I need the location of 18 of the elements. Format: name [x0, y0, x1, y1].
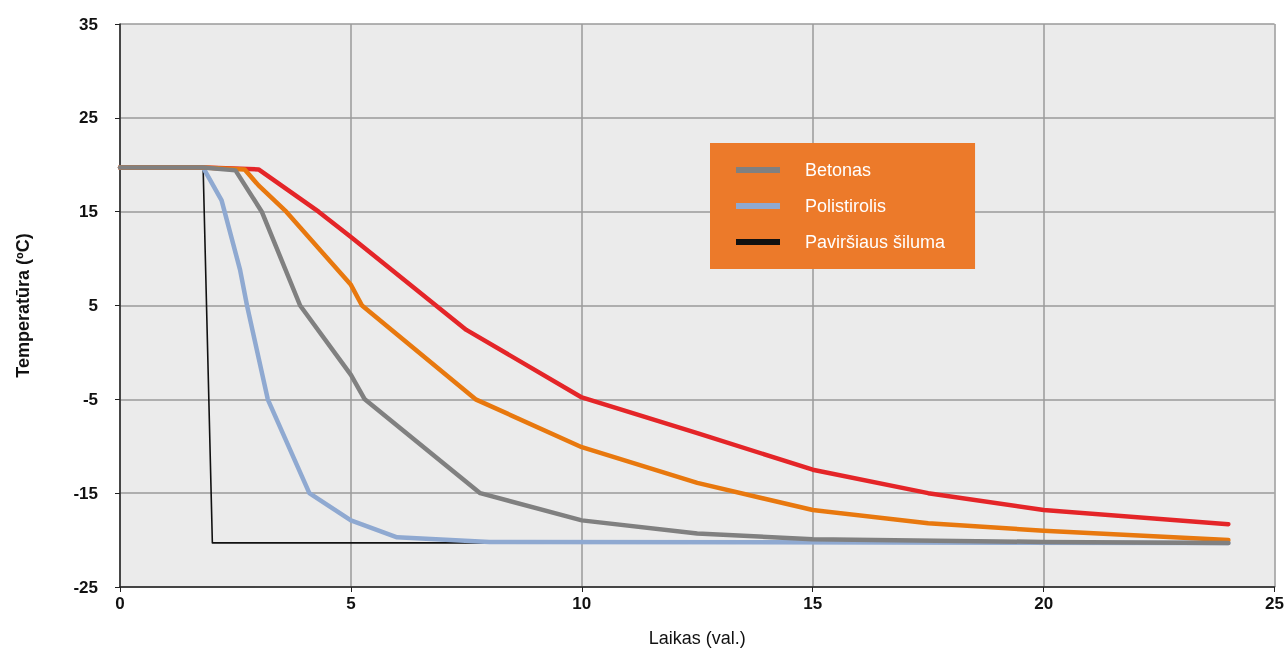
x-axis-title: Laikas (val.) [648, 628, 746, 648]
x-tick-label: 0 [115, 594, 125, 613]
legend-label: Paviršiaus šiluma [805, 232, 947, 252]
legend-label: Polistirolis [805, 196, 887, 216]
y-tick-label: -15 [73, 483, 98, 503]
y-tick-label: 35 [79, 14, 98, 34]
x-tick-label: 10 [572, 594, 592, 613]
x-tick-label: 5 [346, 594, 356, 613]
y-tick-label: 25 [79, 108, 98, 128]
legend-label: Betonas [805, 160, 872, 180]
y-tick-label: -25 [73, 577, 98, 597]
y-axis-title: Temperatūra (ºC) [13, 233, 33, 378]
y-tick-label: 5 [88, 296, 98, 315]
x-tick-label: 15 [803, 594, 823, 613]
x-tick-label: 25 [1265, 594, 1285, 613]
y-tick-label: -5 [82, 389, 98, 409]
x-tick-label: 20 [1034, 594, 1054, 613]
y-tick-label: 15 [79, 202, 98, 222]
